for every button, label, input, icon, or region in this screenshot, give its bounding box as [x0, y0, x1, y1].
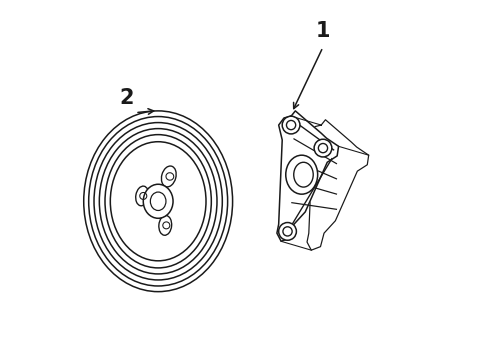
Ellipse shape: [143, 184, 173, 218]
Polygon shape: [277, 111, 339, 241]
Circle shape: [314, 139, 332, 157]
Ellipse shape: [150, 192, 166, 211]
Circle shape: [283, 227, 292, 236]
Ellipse shape: [161, 166, 176, 187]
Text: 1: 1: [316, 21, 330, 41]
Ellipse shape: [136, 186, 149, 206]
Circle shape: [318, 144, 328, 153]
Text: 2: 2: [119, 89, 133, 108]
Circle shape: [282, 116, 300, 134]
Ellipse shape: [159, 216, 171, 235]
Ellipse shape: [105, 135, 211, 268]
Polygon shape: [307, 120, 368, 250]
Ellipse shape: [110, 142, 206, 261]
Ellipse shape: [286, 155, 318, 194]
Ellipse shape: [294, 162, 313, 187]
Circle shape: [287, 121, 295, 130]
Circle shape: [279, 222, 296, 240]
